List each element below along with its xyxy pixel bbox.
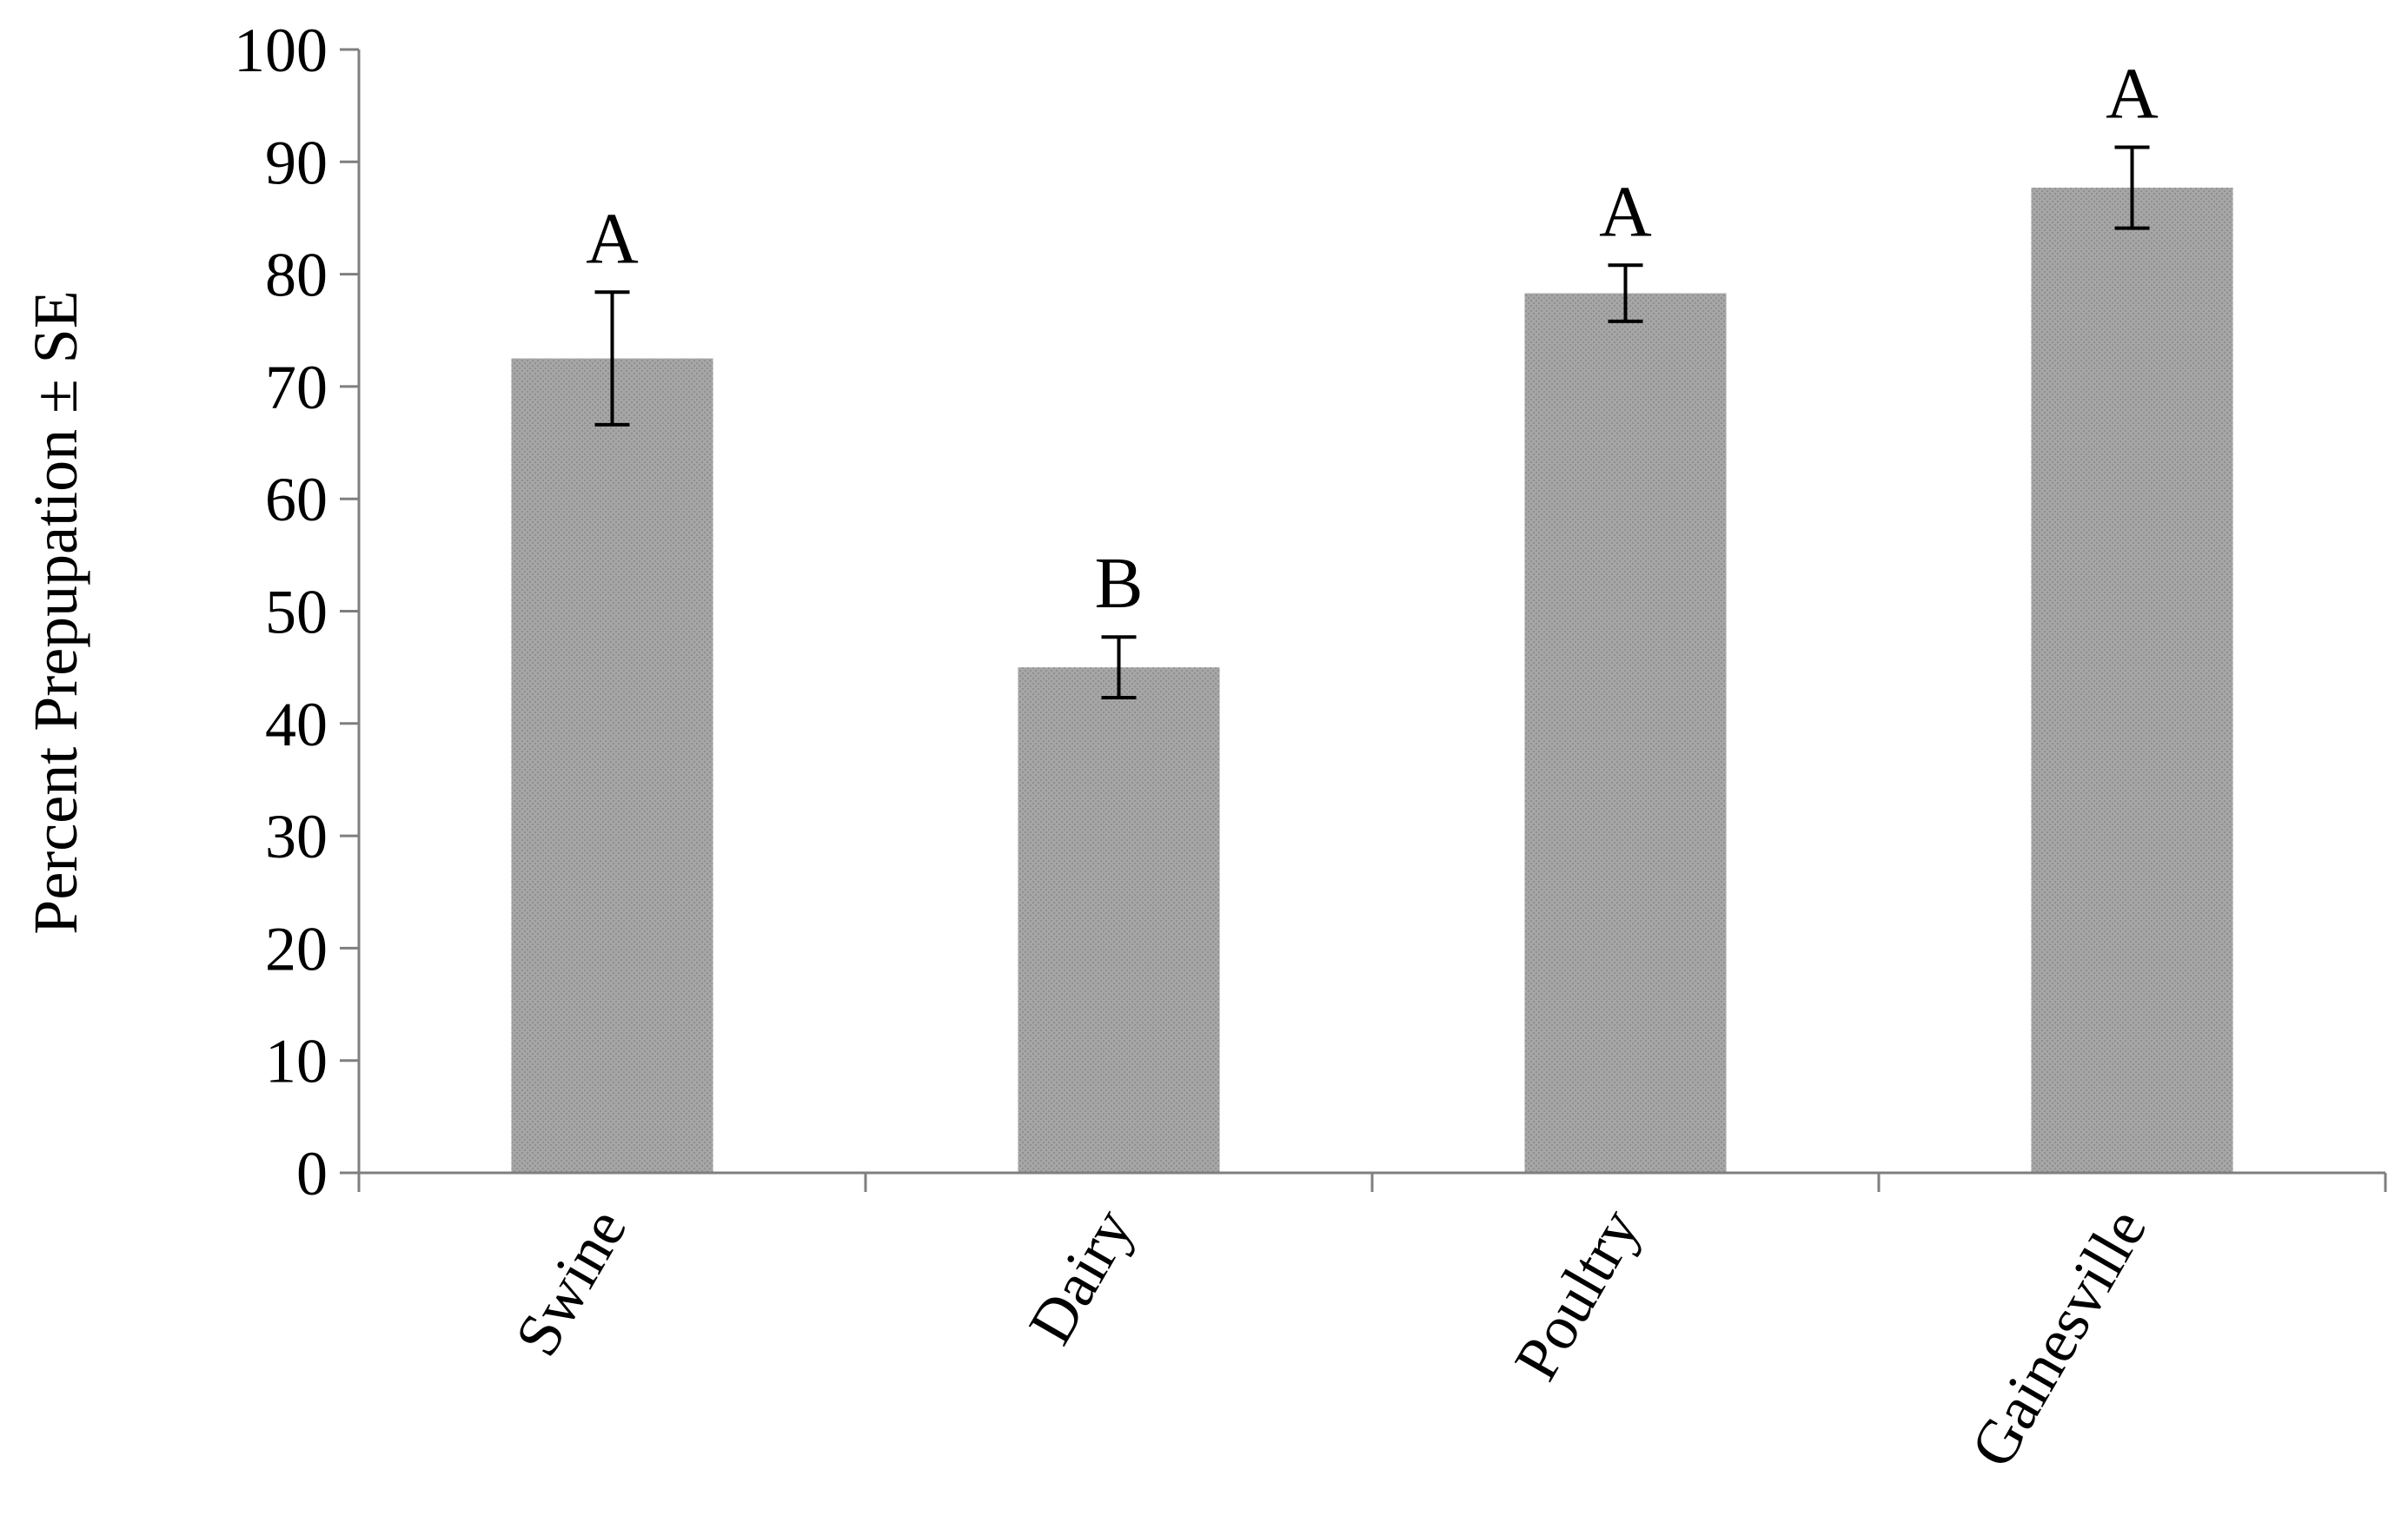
y-axis-title: Percent Prepupation ± SE [21, 290, 90, 934]
y-tick-label: 90 [265, 128, 328, 197]
x-category-label: Dairy [1015, 1197, 1146, 1355]
x-category-label: Gainesville [1957, 1197, 2159, 1479]
x-category-label: Poultry [1501, 1197, 1653, 1392]
bar-poultry [1524, 293, 1727, 1173]
significance-letter-dairy: B [1094, 543, 1143, 624]
significance-letter-gainesville: A [2106, 53, 2159, 134]
y-tick-label: 30 [265, 802, 328, 871]
y-tick-label: 80 [265, 241, 328, 310]
significance-letter-swine: A [586, 198, 639, 279]
y-axis-ticks: 0 10 20 30 40 50 60 70 80 90 100 [234, 16, 359, 1208]
bar-gainesville [2031, 188, 2233, 1173]
y-tick-label: 100 [234, 16, 328, 85]
x-axis-ticks [357, 1173, 2387, 1192]
significance-letter-poultry: A [1599, 171, 1652, 252]
y-tick-label: 60 [265, 465, 328, 534]
x-category-label: Swine [501, 1197, 640, 1367]
y-tick-label: 20 [265, 914, 328, 983]
x-axis-category-labels: Swine Dairy Poultry Gainesville [501, 1197, 2159, 1479]
y-tick-label: 70 [265, 353, 328, 422]
bars [511, 188, 2233, 1173]
significance-letters: A B A A [586, 53, 2159, 624]
y-tick-label: 0 [296, 1139, 328, 1208]
bar-swine [511, 358, 713, 1173]
error-bars [594, 145, 2150, 700]
y-tick-label: 40 [265, 690, 328, 759]
bar-dairy [1018, 667, 1220, 1173]
y-tick-label: 50 [265, 578, 328, 647]
y-tick-label: 10 [265, 1027, 328, 1096]
